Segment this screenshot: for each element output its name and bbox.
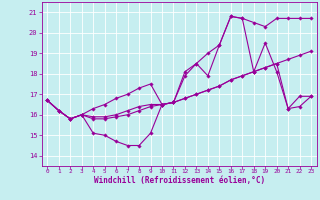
X-axis label: Windchill (Refroidissement éolien,°C): Windchill (Refroidissement éolien,°C)	[94, 176, 265, 185]
